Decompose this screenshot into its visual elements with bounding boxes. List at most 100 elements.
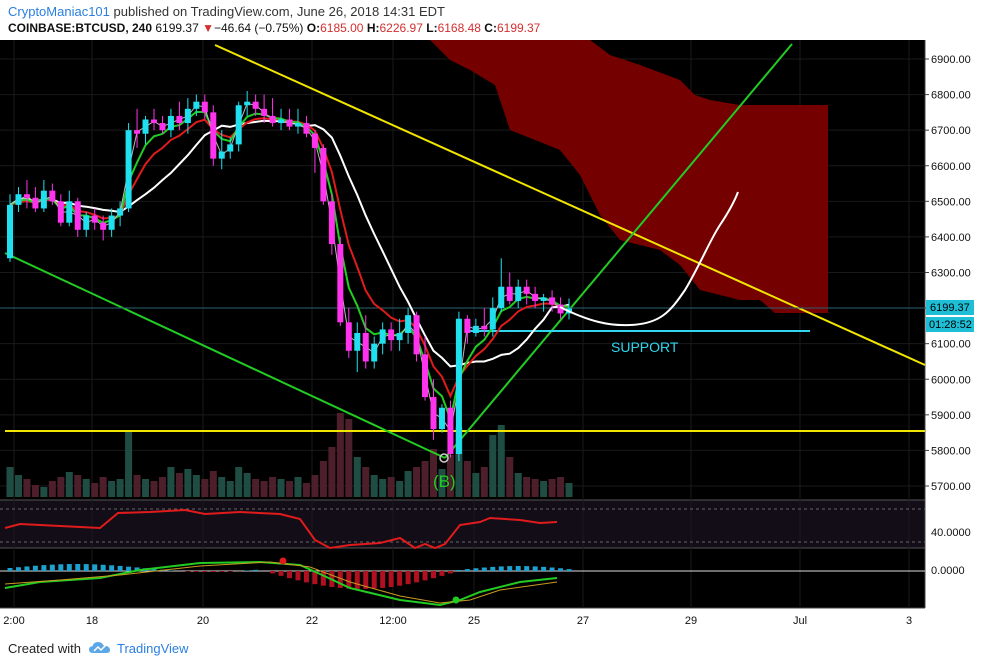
y-tick-label: 6500.00: [931, 196, 971, 208]
macd-bar: [388, 571, 394, 587]
macd-bar: [75, 564, 81, 571]
volume-bar: [302, 483, 310, 497]
macd-bar: [439, 571, 445, 576]
author-link[interactable]: CryptoManiac101: [8, 4, 110, 19]
x-tick-label: 27: [577, 615, 589, 627]
x-tick-label: 22: [306, 615, 318, 627]
volume-bar: [497, 425, 505, 497]
volume-bar: [446, 455, 454, 497]
yellow-trendline: [214, 44, 926, 366]
candle-body: [167, 115, 174, 131]
macd-bar: [227, 571, 233, 572]
volume-bar: [531, 479, 539, 497]
macd-bar: [507, 566, 513, 571]
macd-bar: [447, 571, 453, 574]
volume-bar: [260, 481, 268, 497]
volume-bar: [362, 467, 370, 497]
volume-bar: [455, 427, 463, 497]
volume-bar: [57, 477, 65, 497]
candle-body: [108, 215, 115, 230]
macd-bar: [541, 566, 547, 571]
macd-bar: [210, 571, 216, 572]
macd-bar: [320, 571, 326, 586]
y-tick-label: 6400.00: [931, 232, 971, 244]
macd-bar: [168, 570, 174, 571]
macd-bar: [464, 569, 470, 571]
volume-bar: [328, 447, 336, 497]
volume-bar: [175, 473, 183, 497]
candle-body: [294, 123, 301, 127]
volume-bar: [430, 449, 437, 497]
candle-body: [49, 190, 56, 202]
published-text: published on TradingView.com, June 26, 2…: [109, 4, 445, 19]
volume-bar: [506, 457, 514, 497]
macd-bar: [134, 567, 140, 571]
tradingview-link[interactable]: TradingView: [117, 641, 189, 656]
macd-bar: [109, 565, 115, 571]
volume-bar: [14, 475, 22, 497]
candle-body: [184, 108, 191, 124]
candle-body: [354, 332, 361, 351]
volume-bar: [311, 475, 319, 497]
volume-bar: [480, 467, 488, 497]
volume-bar: [336, 413, 344, 497]
price-axis[interactable]: 6900.00 6800.00 6700.00 6600.00 6500.00 6400.…: [925, 54, 971, 493]
macd-bar: [295, 571, 301, 581]
macd-bar: [24, 566, 30, 571]
candle-body: [117, 208, 124, 216]
candle-body: [286, 119, 293, 127]
y-tick-label: 6700.00: [931, 125, 971, 137]
macd-bar: [49, 564, 55, 571]
wave-b-marker: [439, 453, 449, 463]
candle-body: [337, 244, 344, 323]
volume-bar: [379, 479, 387, 497]
high-label: H:: [366, 21, 380, 35]
macd-bar: [456, 570, 462, 571]
candle-body: [515, 286, 522, 301]
volume-bar: [74, 475, 82, 497]
countdown-text: 01:28:52: [929, 319, 972, 331]
created-with-text: Created with: [8, 641, 81, 656]
candle-body: [362, 332, 369, 362]
macd-bar: [287, 571, 293, 579]
green-uptrend-line: [444, 43, 793, 459]
candle-body: [235, 105, 242, 145]
candle-body: [227, 144, 234, 152]
price-chart[interactable]: SUPPORT (B) 6900.00 6800.00 6700.00 6600.00…: [0, 40, 989, 632]
volume-bar: [557, 477, 565, 497]
volume-bar: [404, 471, 412, 497]
green-channel-line: [4, 252, 446, 459]
candle-body: [532, 293, 539, 301]
candle-body: [311, 133, 318, 148]
time-axis[interactable]: 2:00 18 20 22 12:00 25 27 29 Jul 3: [3, 615, 912, 627]
volume-bar: [133, 475, 141, 497]
last-price: 6199.37: [155, 21, 199, 35]
candle-body: [455, 318, 462, 454]
macd-bar: [253, 569, 259, 571]
macd-bar: [117, 565, 123, 571]
candle-body: [320, 147, 327, 202]
candle-body: [40, 190, 47, 209]
y-tick-label: 5800.00: [931, 445, 971, 457]
x-tick-label: 18: [86, 615, 98, 627]
candle-body: [464, 318, 471, 333]
volume-bar: [286, 481, 294, 497]
candle-body: [210, 112, 217, 159]
candle-body: [201, 101, 208, 113]
candle-body: [472, 325, 479, 333]
volume-bar: [167, 467, 175, 497]
macd-bar: [32, 565, 38, 571]
y-tick-label: 6300.00: [931, 268, 971, 280]
projection-path: [559, 191, 739, 327]
macd-bar: [363, 571, 369, 589]
macd-bar: [566, 569, 572, 571]
macd-tick: 0.0000: [931, 565, 965, 577]
candle-body: [100, 222, 107, 230]
macd-bar: [278, 571, 284, 576]
open-value: 6185.00: [320, 21, 364, 35]
low-label: L:: [426, 21, 438, 35]
volume-bar: [565, 483, 573, 497]
macd-bar: [405, 571, 411, 585]
chart-footer: Created with TradingView: [0, 632, 989, 666]
x-tick-label: 12:00: [379, 615, 407, 627]
